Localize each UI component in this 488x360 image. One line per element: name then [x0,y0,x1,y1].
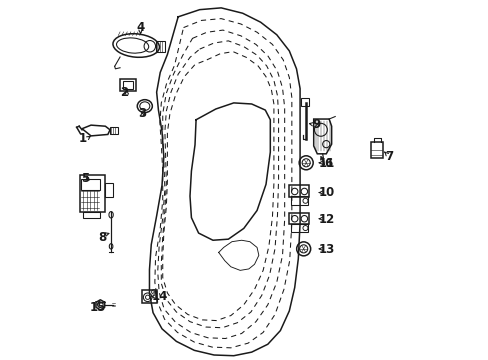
Bar [142,290,156,303]
Bar [156,41,164,52]
Text: 1: 1 [78,132,86,145]
Bar [288,185,308,197]
Text: 14: 14 [152,290,168,303]
Text: 2: 2 [120,86,128,99]
Text: 5: 5 [81,172,89,185]
Text: 15: 15 [89,301,105,314]
Bar [301,98,308,106]
Text: 6: 6 [324,157,332,170]
Bar [120,78,136,91]
Text: 12: 12 [318,213,334,226]
Bar [288,213,308,224]
Text: 9: 9 [311,118,320,131]
Text: 13: 13 [318,243,334,256]
Bar [290,224,308,232]
Bar [80,175,104,212]
Text: 11: 11 [318,157,334,170]
Text: 3: 3 [138,107,146,120]
Text: 10: 10 [318,186,334,199]
Bar [81,179,100,190]
Bar [110,127,118,134]
Bar [83,212,100,219]
Text: 8: 8 [99,231,107,244]
Bar [104,183,112,197]
Bar [122,81,133,89]
Bar [370,142,382,158]
Bar [290,197,308,205]
Text: 7: 7 [385,150,393,163]
Text: 4: 4 [136,21,144,34]
